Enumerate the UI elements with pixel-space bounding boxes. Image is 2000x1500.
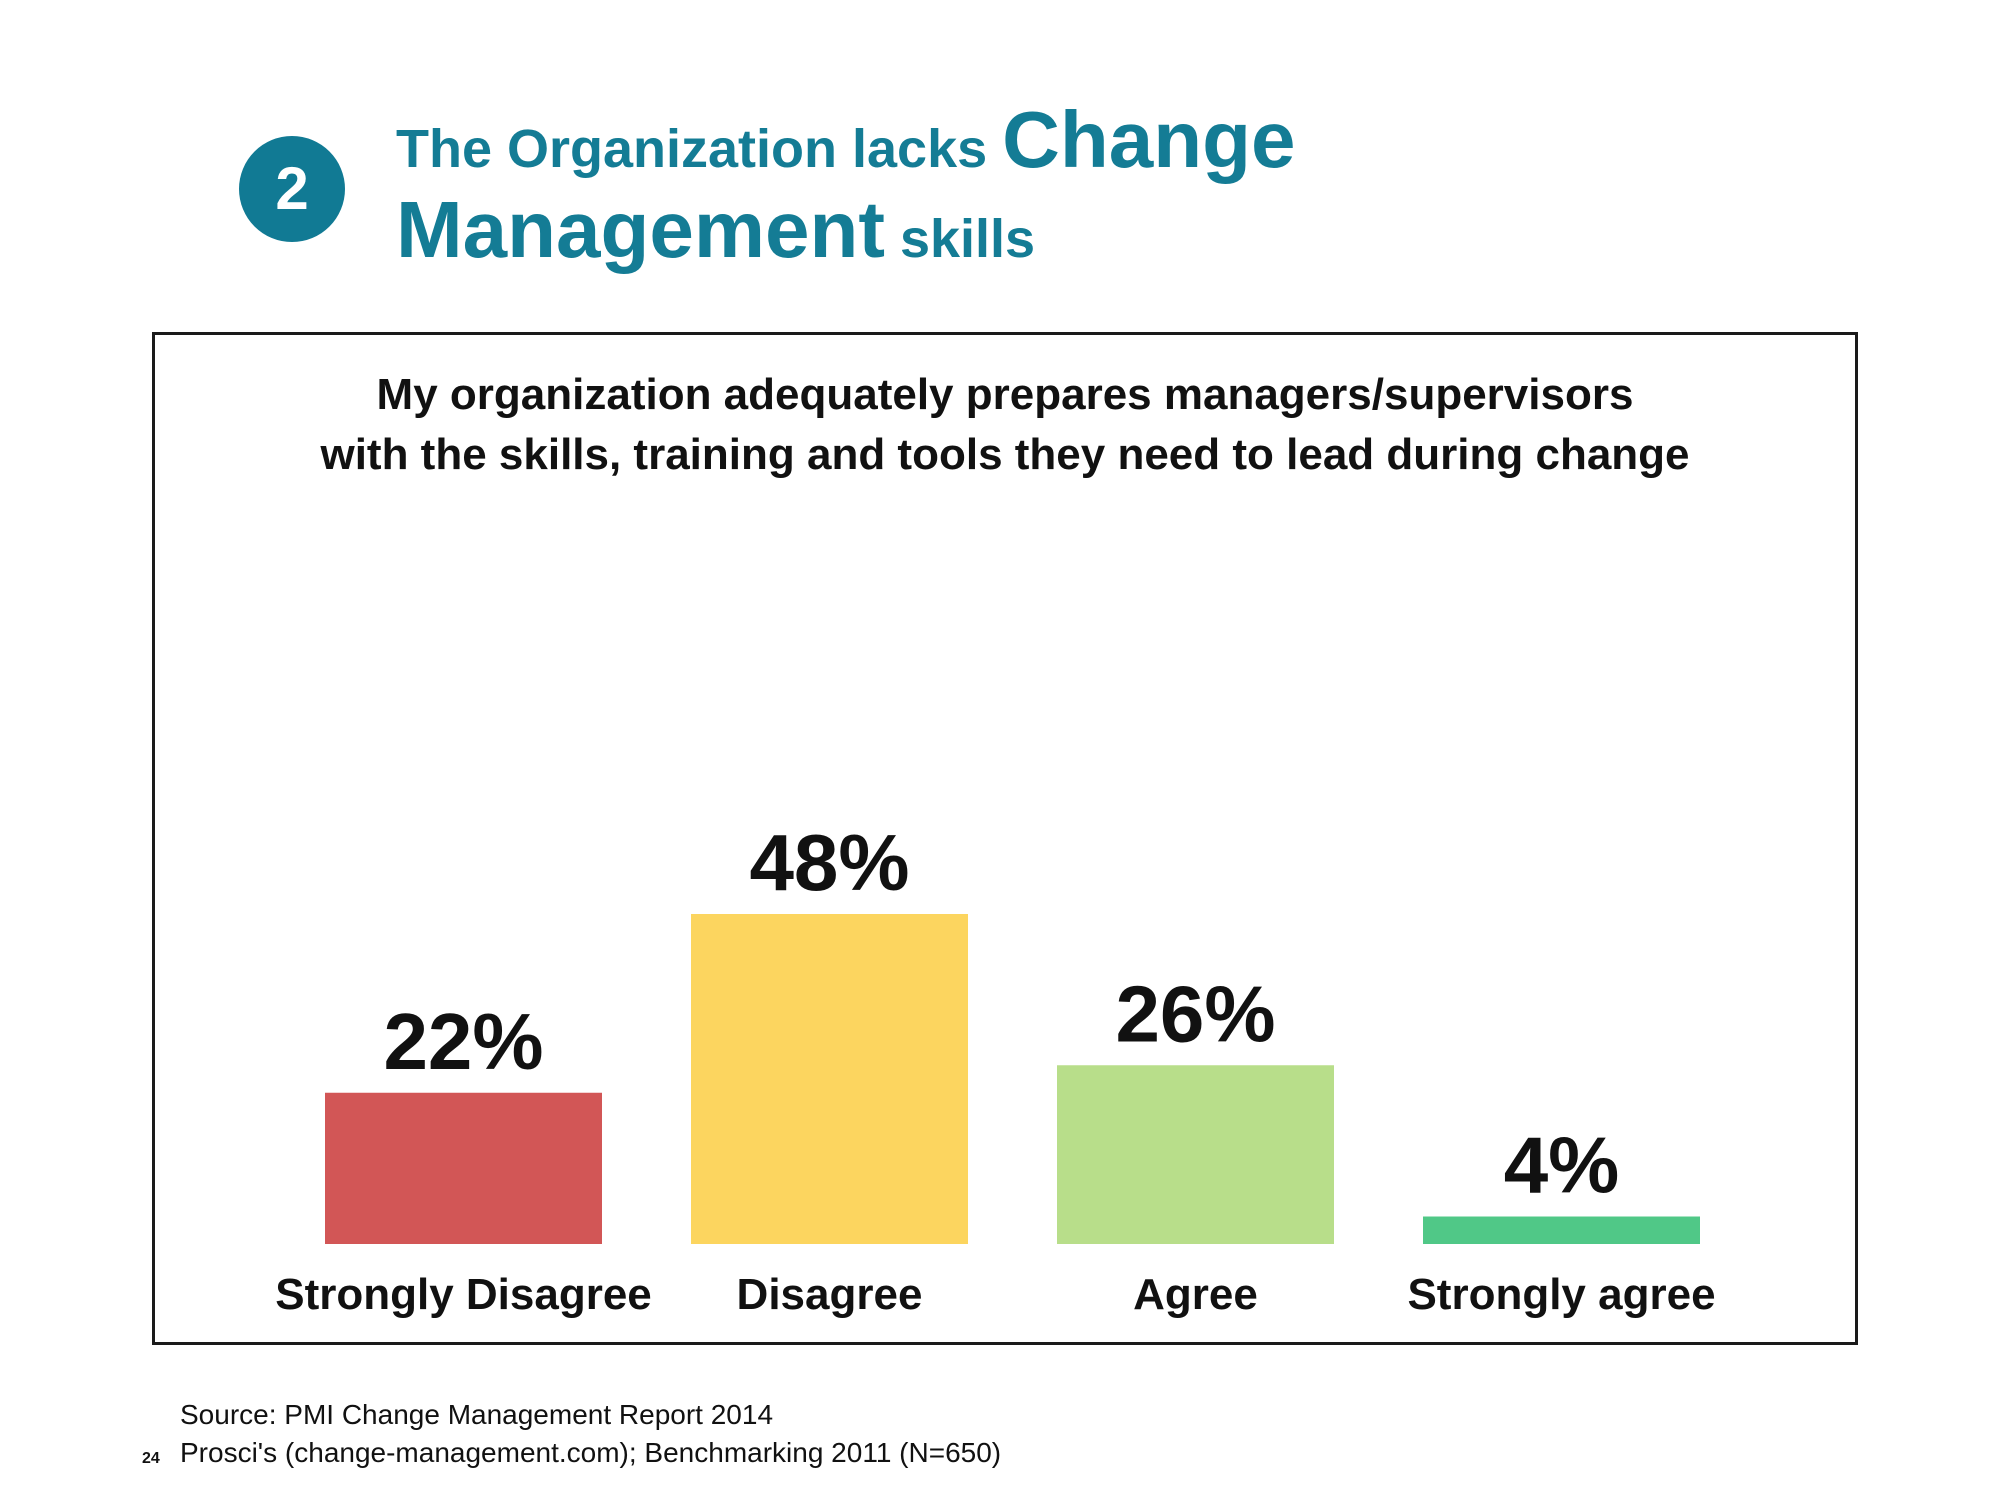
step-number-badge: 2	[239, 136, 345, 242]
data-label: 22%	[383, 997, 543, 1086]
source-line-1: Source: PMI Change Management Report 201…	[180, 1399, 774, 1430]
title-part-4: skills	[884, 209, 1036, 269]
page-number: 24	[142, 1450, 160, 1467]
chart-title: My organization adequately prepares mana…	[155, 365, 1855, 485]
chart-panel: 22% Strongly Disagree 48% Disagree 26% Agree 4…	[152, 332, 1858, 1345]
bar-strongly-disagree	[325, 1092, 602, 1244]
source-note: Source: PMI Change Management Report 201…	[180, 1396, 1001, 1472]
source-line-2: Prosci's (change-management.com); Benchm…	[180, 1437, 1002, 1468]
page-title: The Organization lacks Change Management…	[396, 100, 1896, 280]
data-label: 4%	[1504, 1121, 1620, 1210]
category-label: Strongly Disagree	[275, 1270, 652, 1319]
data-label: 26%	[1115, 969, 1275, 1058]
bar-strongly-agree	[1423, 1216, 1700, 1244]
category-label: Agree	[1133, 1270, 1258, 1319]
bar-agree	[1057, 1065, 1334, 1244]
bar-chart: 22% Strongly Disagree 48% Disagree 26% Agree 4…	[275, 818, 1715, 1319]
chart-title-line-2: with the skills, training and tools they…	[320, 430, 1690, 479]
chart-title-line-1: My organization adequately prepares mana…	[376, 370, 1634, 419]
data-label: 48%	[749, 818, 909, 907]
bar-disagree	[691, 914, 968, 1244]
title-part-2: Change	[1002, 95, 1296, 184]
category-label: Strongly agree	[1407, 1270, 1715, 1319]
title-part-3: Management	[396, 185, 885, 274]
category-label: Disagree	[737, 1270, 923, 1319]
title-part-1: The Organization lacks	[396, 119, 1003, 179]
